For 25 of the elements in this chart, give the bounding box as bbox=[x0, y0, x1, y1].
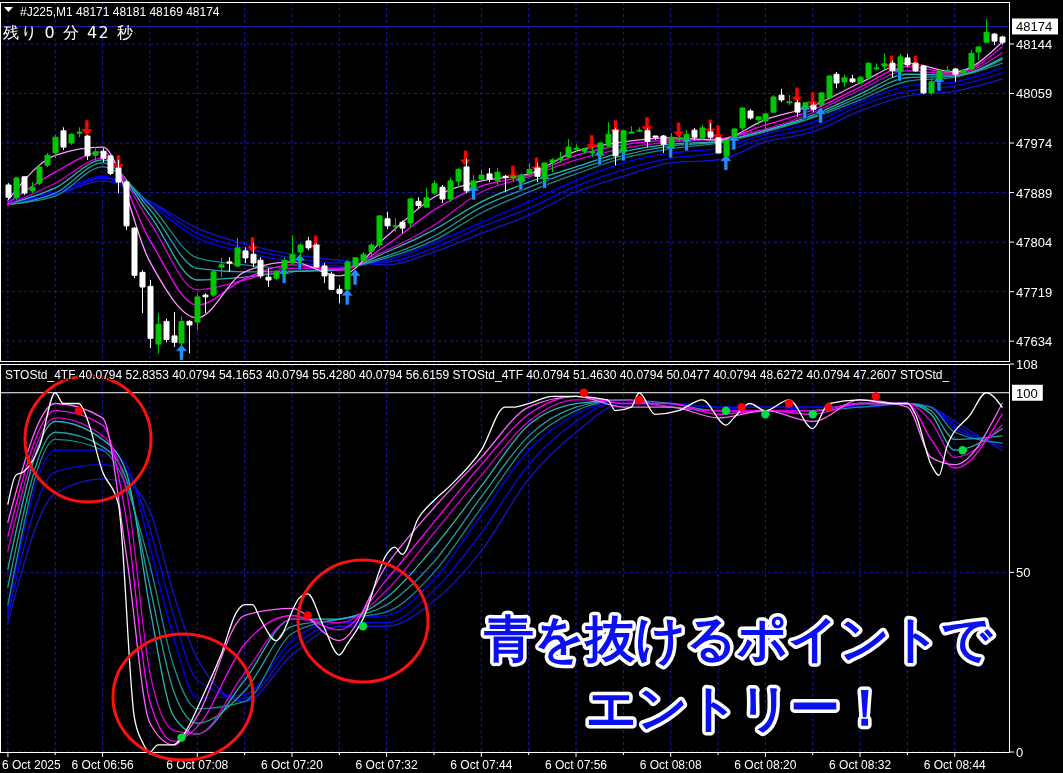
x-tick-label: 6 Oct 08:44 bbox=[923, 758, 987, 772]
x-tick-label: 6 Oct 07:44 bbox=[450, 758, 513, 772]
chart-title: #J225,M1 48171 48181 48169 48174 bbox=[20, 5, 220, 19]
y-tick-label: 47889 bbox=[1016, 185, 1053, 201]
ref-line-label: 100 bbox=[1016, 385, 1038, 401]
x-tick-label: 6 Oct 07:56 bbox=[544, 758, 608, 772]
y-tick-label: 47974 bbox=[1016, 135, 1053, 151]
annotation: 青を抜けるポイントでエントリー！ bbox=[483, 610, 993, 737]
x-tick-label: 6 Oct 08:08 bbox=[639, 758, 703, 772]
ref-line-label: 48174 bbox=[1016, 18, 1053, 34]
x-tick-label: 6 Oct 06:56 bbox=[71, 758, 134, 772]
y-tick-label: 0 bbox=[1016, 744, 1024, 760]
x-tick-label: 6 Oct 07:20 bbox=[260, 758, 324, 772]
x-tick-label: 6 Oct 2025 bbox=[2, 758, 62, 772]
y-tick-label: 48144 bbox=[1016, 36, 1053, 52]
annotation: 残り 0 分 42 秒 bbox=[3, 23, 135, 42]
y-tick-label: 47719 bbox=[1016, 284, 1053, 300]
y-tick-label: 50 bbox=[1016, 564, 1031, 580]
x-tick-label: 6 Oct 08:32 bbox=[829, 758, 892, 772]
x-tick-label: 6 Oct 08:20 bbox=[734, 758, 797, 772]
y-tick-label: 47804 bbox=[1016, 234, 1053, 250]
y-tick-label: 108 bbox=[1016, 356, 1038, 372]
y-tick-label: 48059 bbox=[1016, 86, 1053, 101]
x-tick-label: 6 Oct 07:32 bbox=[355, 758, 418, 772]
y-tick-label: 47634 bbox=[1016, 333, 1053, 349]
